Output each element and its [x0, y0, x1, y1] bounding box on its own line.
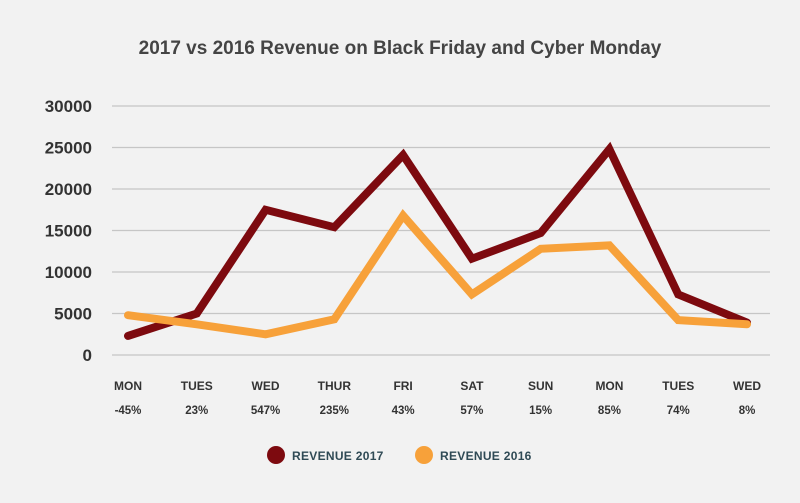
percent-change-label: 547% [251, 405, 280, 417]
x-tick-label: MON [595, 379, 623, 393]
legend-swatch [415, 446, 433, 464]
legend: REVENUE 2017 REVENUE 2016 [267, 446, 532, 464]
percent-change-label: 15% [529, 405, 552, 417]
x-tick-label: FRI [393, 379, 412, 393]
legend-label: REVENUE 2016 [440, 449, 532, 463]
y-tick-label: 0 [83, 346, 92, 365]
series-line-revenue-2016 [124, 209, 751, 339]
percent-change-label: 43% [392, 405, 415, 417]
x-tick-label: THUR [318, 379, 352, 393]
x-tick-label: SAT [460, 379, 484, 393]
percent-change-label: 57% [460, 405, 483, 417]
y-tick-label: 25000 [45, 139, 92, 158]
y-tick-label: 30000 [45, 97, 92, 116]
x-tick-label: SUN [528, 379, 553, 393]
x-tick-label: TUES [181, 379, 213, 393]
x-tick-label: TUES [662, 379, 694, 393]
chart-title: 2017 vs 2016 Revenue on Black Friday and… [139, 38, 662, 59]
x-tick-label: WED [252, 379, 280, 393]
percent-change-label: 8% [739, 405, 756, 417]
x-tick-label: MON [114, 379, 142, 393]
percent-change-label: 235% [320, 405, 349, 417]
percent-change-label: -45% [115, 405, 142, 417]
y-tick-label: 20000 [45, 180, 92, 199]
y-tick-label: 5000 [54, 305, 92, 324]
y-tick-label: 15000 [45, 222, 92, 241]
legend-label: REVENUE 2017 [292, 449, 384, 463]
x-tick-label: WED [733, 379, 761, 393]
percent-change-label: 74% [667, 405, 690, 417]
legend-swatch [267, 446, 285, 464]
percent-change-label: 23% [185, 405, 208, 417]
percent-change-label: 85% [598, 405, 621, 417]
y-tick-label: 10000 [45, 263, 92, 282]
y-axis: 0 5000 10000 15000 20000 25000 30000 [45, 97, 92, 365]
series-line-revenue-2017 [124, 141, 751, 340]
series-lines [124, 141, 751, 340]
x-axis: MON -45% TUES 23% WED 547% THUR 235% FRI 43% SAT 57… [114, 379, 761, 417]
